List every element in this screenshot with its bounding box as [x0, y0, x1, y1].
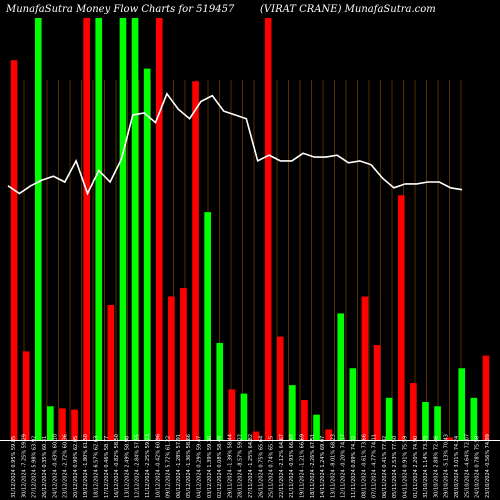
bar-up [240, 393, 248, 440]
x-tick-label: 07/11/2024 -4.77% 74.11 [372, 434, 378, 498]
x-tick-label: 24/10/2024 0.78% 75.58 [475, 436, 481, 498]
x-tick-label: 11/11/2024 0.89% 74.32 [351, 436, 357, 498]
bar-down [22, 351, 30, 440]
x-tick-label: 24/12/2024 -0.43% 60.10 [52, 434, 58, 498]
x-tick-label: 26/12/2024 0.35% 60.31 [42, 436, 48, 498]
bar-down [180, 288, 187, 440]
bar-up [119, 18, 127, 440]
x-tick-label: 06/12/2024 -1.28% 57.91 [176, 434, 182, 498]
x-tick-label: 25/10/2024 -4.64% 72.07 [464, 434, 470, 498]
x-tick-label: 12/12/2024 -2.84% 57.55 [135, 434, 141, 498]
grid-lines [12, 80, 462, 440]
x-tick-label: 02/12/2024 0.08% 58.49 [217, 436, 223, 498]
bar-up [204, 212, 211, 440]
x-tick-label: 23/12/2024 -2.72% 60.36 [63, 434, 69, 498]
x-tick-label: 29/11/2024 -1.39% 58.44 [227, 434, 233, 498]
x-tick-label: 09/12/2024 5.72% 61.22 [166, 436, 172, 498]
x-tick-label: 13/11/2024 -8.01% 68.23 [330, 434, 336, 498]
x-tick-label: 05/11/2024 2.53% 77.50 [392, 436, 398, 498]
bar-down [410, 383, 417, 440]
bar-down [71, 409, 78, 440]
bar-down [10, 60, 18, 440]
bar-down [276, 336, 284, 440]
bar-down [168, 296, 175, 440]
x-tick-label: 30/12/2024 -7.25% 59.29 [21, 434, 27, 498]
x-tick-label: 10/12/2024 -0.42% 60.96 [155, 434, 161, 498]
x-tick-label: 12/11/2024 -0.20% 74.17 [341, 434, 347, 498]
x-tick-label: 17/12/2024 0.46% 58.77 [104, 436, 110, 498]
bar-down [301, 399, 308, 440]
bar-down [252, 431, 260, 440]
x-tick-label: 28/10/2024 3.01% 74.24 [454, 436, 460, 498]
bar-down [482, 355, 490, 440]
bar-up [458, 368, 466, 440]
bar-up [313, 414, 320, 440]
x-tick-label: 04/11/2024 0.91% 75.59 [403, 436, 409, 498]
x-tick-label: 08/11/2024 -0.61% 73.66 [361, 434, 367, 498]
x-tick-labels: 31/12/2024 0.95% 59.85 30/12/2024 -7.25% … [11, 434, 491, 498]
bar-up [143, 68, 151, 440]
chart-title-right: (VIRAT CRANE) MunafaSutra.com [260, 4, 436, 15]
x-tick-label: 18/12/2024 6.57% 62.63 [94, 436, 100, 498]
bar-up [422, 402, 429, 440]
bar-up [470, 397, 478, 440]
bar-up [289, 385, 296, 440]
x-tick-label: 31/12/2024 0.95% 59.85 [11, 436, 17, 498]
x-tick-label: 22/11/2024 -2.12% 64.67 [279, 434, 285, 498]
bar-down [397, 195, 405, 440]
x-tick-label: 27/12/2024 5.98% 63.92 [32, 436, 38, 498]
bar-down [325, 429, 332, 440]
x-tick-label: 05/12/2024 -1.36% 58.66 [186, 434, 192, 498]
x-tick-label: 23/10/2024 -0.56% 74.99 [485, 434, 491, 498]
x-tick-label: 21/11/2024 -0.93% 66.07 [289, 434, 295, 498]
money-flow-line [7, 92, 463, 196]
x-tick-label: 06/11/2024 0.41% 77.82 [382, 436, 388, 498]
chart-title-left: MunafaSutra Money Flow Charts for 519457 [5, 4, 235, 15]
bar-up [47, 406, 54, 440]
x-tick-label: 01/11/2024 2.20% 74.90 [413, 436, 419, 498]
x-tick-label: 31/10/2024 1.14% 73.29 [423, 436, 429, 498]
bar-down [264, 18, 272, 440]
bar-up [349, 368, 357, 440]
bar-up [34, 18, 42, 440]
bar-down [155, 18, 163, 440]
bar-down [107, 304, 115, 440]
bar-up [337, 313, 345, 440]
x-tick-label: 18/11/2024 -2.26% 67.51 [310, 434, 316, 498]
x-tick-label: 26/11/2024 0.75% 65.64 [258, 436, 264, 498]
x-tick-label: 14/11/2024 1.24% 69.07 [320, 436, 326, 498]
bar-up [434, 406, 441, 440]
x-tick-label: 30/10/2024 2.88% 72.46 [433, 436, 439, 498]
bar-up [385, 397, 393, 440]
x-tick-label: 19/11/2024 -1.21% 66.69 [300, 434, 306, 498]
x-tick-label: 16/12/2024 -0.82% 58.50 [114, 434, 120, 498]
x-tick-label: 20/12/2024 0.90% 62.05 [73, 436, 79, 498]
x-tick-label: 13/12/2024 2.49% 58.98 [124, 436, 130, 498]
bar-down [446, 437, 453, 440]
x-tick-label: 29/10/2024 -5.13% 70.43 [444, 434, 450, 498]
bar-down [228, 389, 236, 440]
bar-up [216, 342, 224, 440]
line-series [7, 92, 463, 196]
x-tick-label: 03/12/2024 1.39% 59.30 [207, 436, 213, 498]
bar-down [192, 81, 199, 441]
x-tick-label: 11/12/2024 -2.25% 59.23 [145, 434, 151, 498]
x-tick-label: 27/11/2024 -1.25% 64.82 [248, 434, 254, 498]
x-tick-label: 19/12/2024 -1.80% 61.50 [83, 434, 89, 498]
x-tick-label: 04/12/2024 0.29% 59.47 [197, 436, 203, 498]
x-tick-label: 28/11/2024 -8.57% 59.27 [238, 434, 244, 498]
bar-series [10, 18, 490, 441]
bar-down [83, 18, 90, 440]
bar-up [95, 18, 103, 440]
x-tick-label: 25/11/2024 0.74% 65.15 [269, 436, 275, 498]
bar-down [59, 408, 66, 440]
bar-up [131, 18, 139, 440]
bar-down [361, 296, 369, 440]
bar-down [373, 345, 381, 440]
